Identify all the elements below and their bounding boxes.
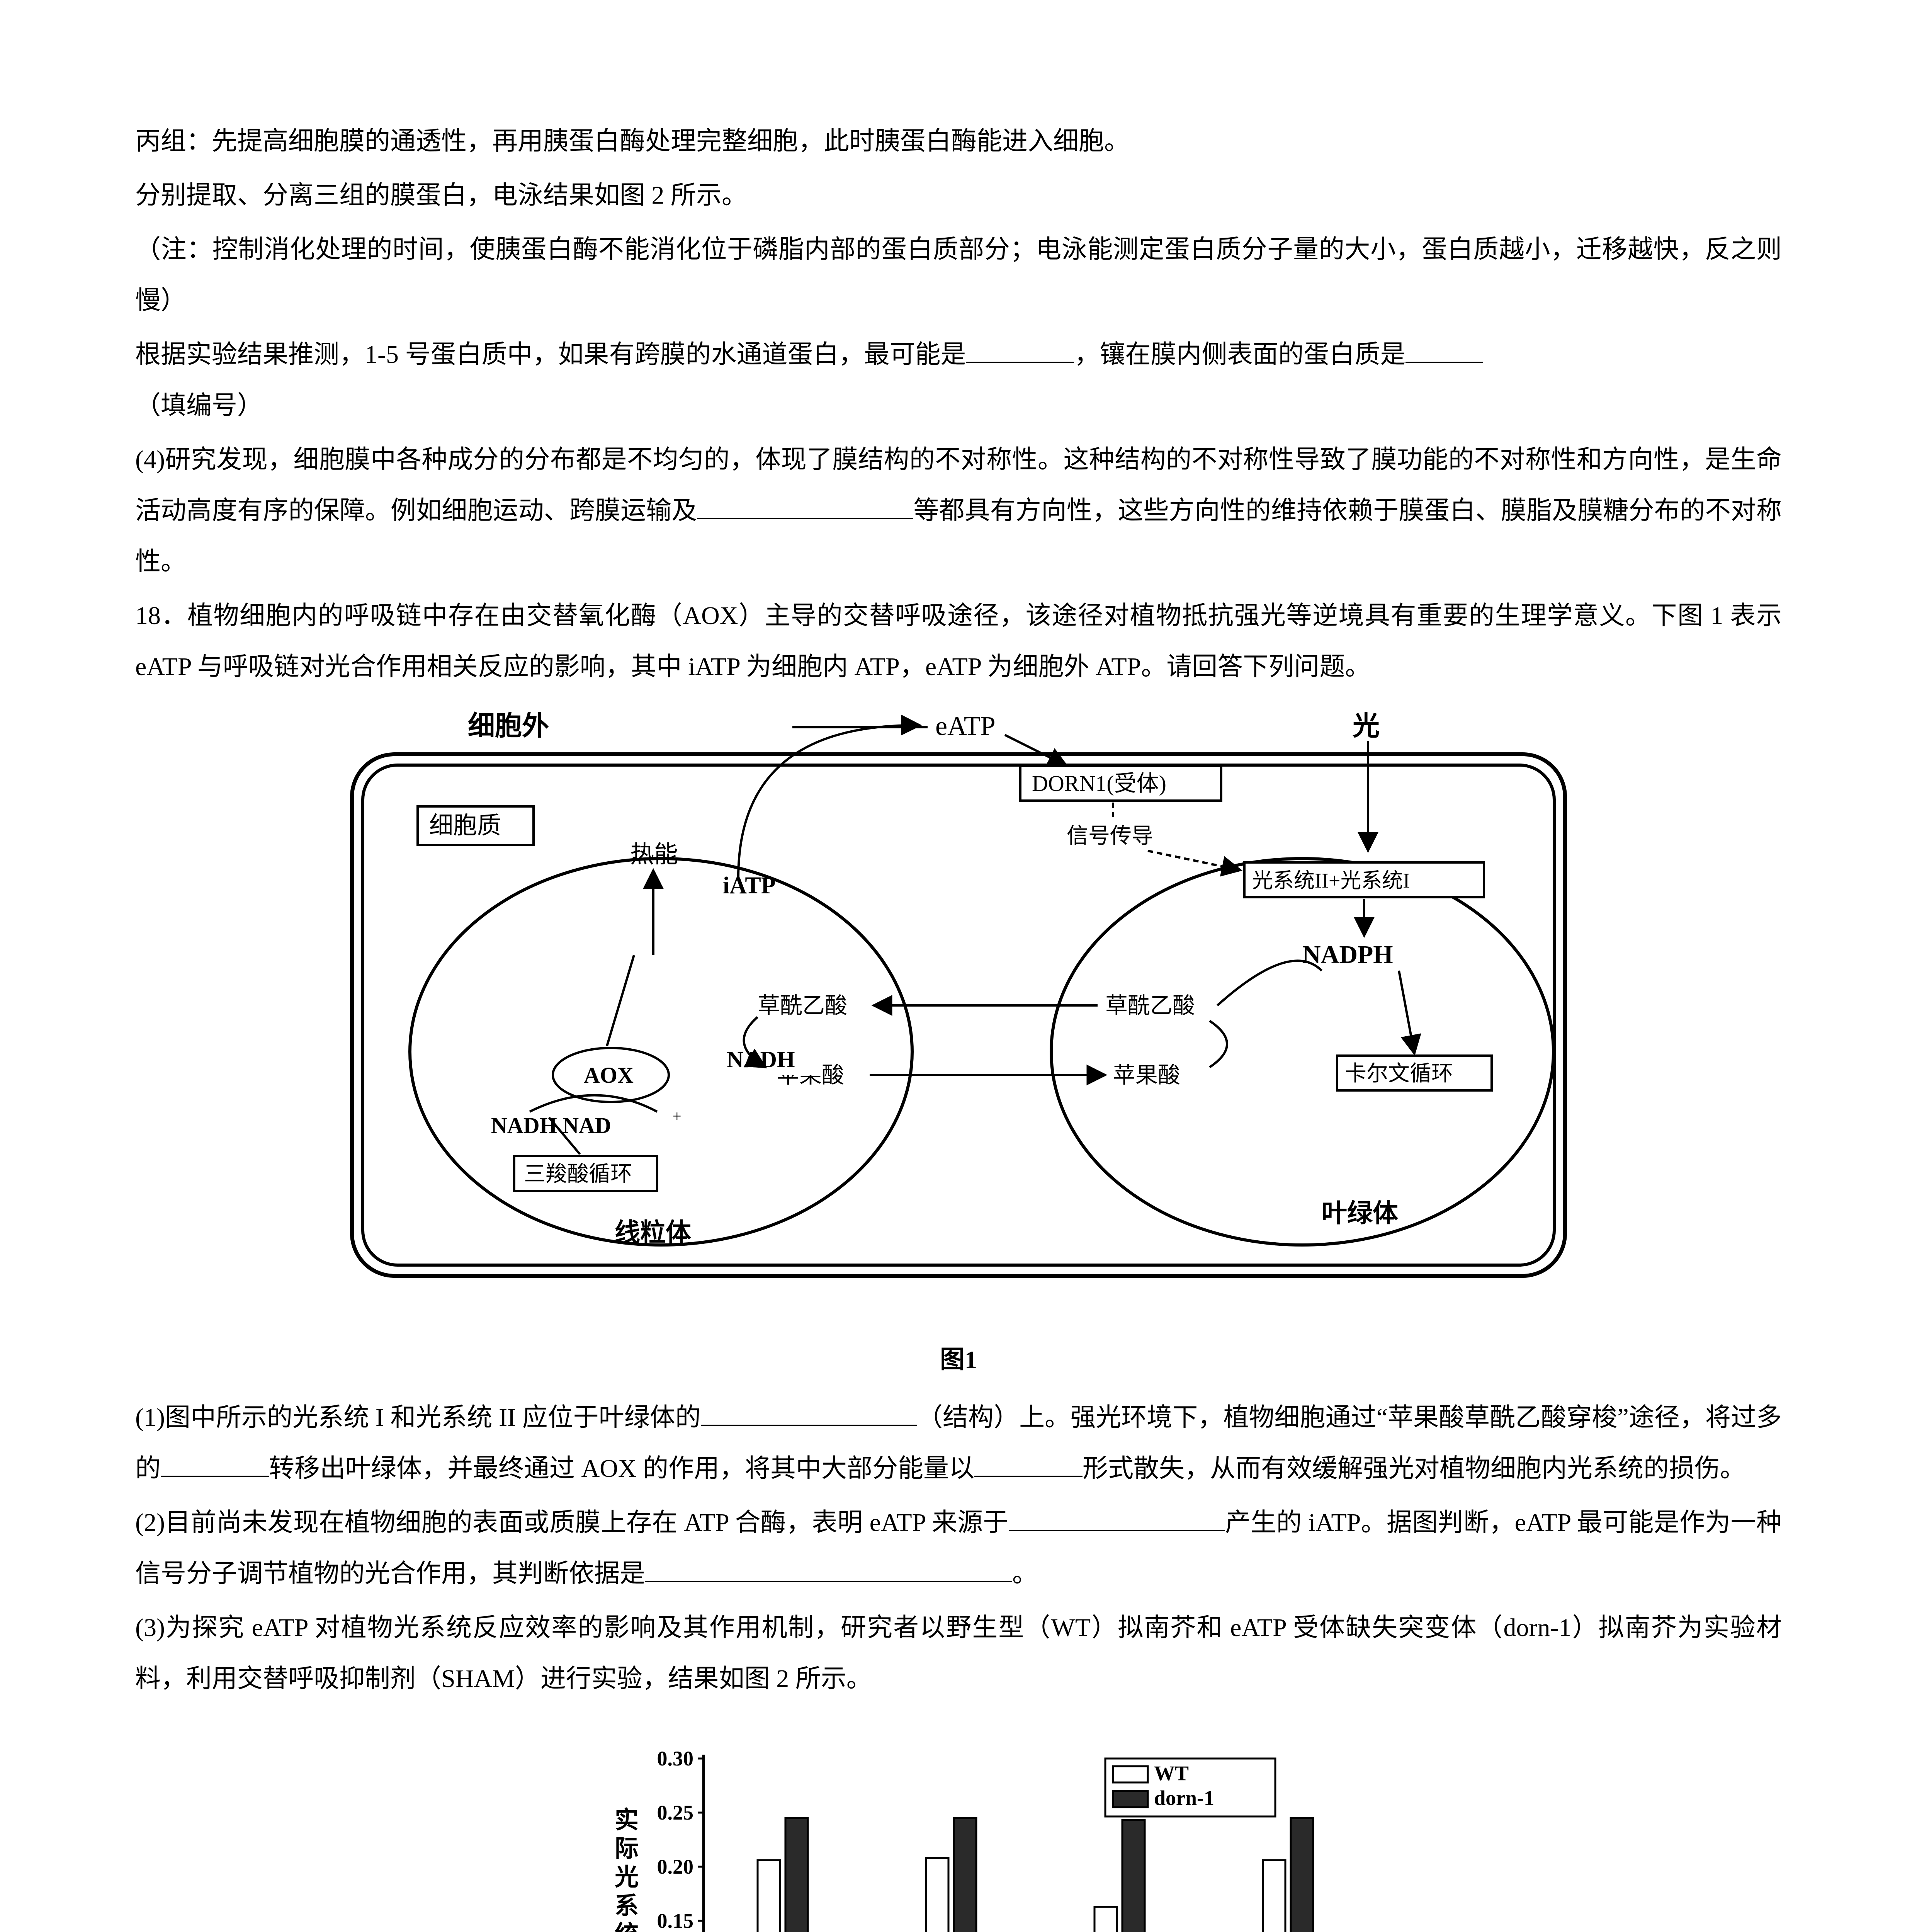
text-fragment: 形式散失，从而有效缓解强光对植物细胞内光系统的损伤。 <box>1083 1454 1745 1483</box>
text-fragment: 。 <box>1012 1560 1038 1588</box>
svg-text:0.25: 0.25 <box>657 1801 694 1824</box>
bar <box>785 1818 808 1932</box>
curve-chloro <box>1210 1021 1227 1067</box>
mitochondrion <box>410 859 912 1245</box>
label-calvin: 卡尔文循环 <box>1345 1062 1453 1086</box>
svg-text:dorn-1: dorn-1 <box>1154 1786 1214 1810</box>
paragraph-infer: 根据实验结果推测，1-5 号蛋白质中，如果有跨膜的水通道蛋白，最可能是 ，镶在膜内… <box>135 329 1782 431</box>
label-eatp: eATP <box>935 711 996 741</box>
label-tca: 三羧酸循环 <box>524 1162 632 1186</box>
svg-text:光: 光 <box>615 1864 639 1891</box>
figure-2-chart: 0.000.050.100.150.200.250.30实际光系统反应效率对照A… <box>591 1724 1326 1932</box>
chloroplast <box>1051 859 1553 1245</box>
label-mito: 线粒体 <box>615 1219 691 1247</box>
svg-text:0.20: 0.20 <box>657 1855 694 1878</box>
bar <box>1094 1907 1117 1932</box>
question-18-2: (2)目前尚未发现在植物细胞的表面或质膜上存在 ATP 合酶，表明 eATP 来… <box>135 1497 1782 1599</box>
blank-eatp-source <box>1009 1503 1225 1531</box>
label-nadh-nad: NADH NAD <box>491 1113 611 1138</box>
label-receptor: DORN1(受体) <box>1032 771 1166 796</box>
svg-text:统: 统 <box>615 1921 639 1932</box>
svg-text:0.30: 0.30 <box>657 1747 694 1770</box>
label-plus: + <box>673 1107 681 1125</box>
blank-transfer <box>161 1449 269 1477</box>
svg-text:际: 际 <box>615 1836 639 1862</box>
label-iatp: iATP <box>723 872 776 899</box>
figure-2-wrap: 0.000.050.100.150.200.250.30实际光系统反应效率对照A… <box>135 1724 1782 1932</box>
label-oaa-left: 草酰乙酸 <box>758 993 847 1018</box>
bar <box>1263 1860 1285 1932</box>
paragraph-q4: (4)研究发现，细胞膜中各种成分的分布都是不均匀的，体现了膜结构的不对称性。这种… <box>135 434 1782 587</box>
paragraph-note: （注：控制消化处理的时间，使胰蛋白酶不能消化位于磷脂内部的蛋白质部分；电泳能测定… <box>135 224 1782 326</box>
bar <box>758 1860 780 1932</box>
bar <box>926 1858 948 1932</box>
arrow-iatp-eatp <box>738 725 920 878</box>
label-aox: AOX <box>584 1063 634 1088</box>
paragraph-extract: 分别提取、分离三组的膜蛋白，电泳结果如图 2 所示。 <box>135 170 1782 221</box>
text-fragment: （填编号） <box>135 391 263 420</box>
label-chloro: 叶绿体 <box>1322 1199 1398 1228</box>
label-photosys: 光系统II+光系统I <box>1252 869 1410 892</box>
text-fragment: ，镶在膜内侧表面的蛋白质是 <box>1074 340 1405 369</box>
text-fragment: (2)目前尚未发现在植物细胞的表面或质膜上存在 ATP 合酶，表明 eATP 来… <box>135 1509 1009 1537</box>
text-fragment: 根据实验结果推测，1-5 号蛋白质中，如果有跨膜的水通道蛋白，最可能是 <box>135 340 966 369</box>
blank-structure <box>701 1398 917 1426</box>
line-aox-heat <box>607 955 634 1046</box>
arrow-eatp-receptor <box>1005 735 1067 766</box>
bar <box>1291 1818 1313 1932</box>
blank-transmembrane <box>966 335 1074 363</box>
svg-text:WT: WT <box>1154 1762 1189 1785</box>
label-heat: 热能 <box>630 842 678 868</box>
label-nadh-center: NADH <box>727 1047 795 1072</box>
svg-text:系: 系 <box>615 1893 639 1919</box>
paragraph-bing: 丙组：先提高细胞膜的通透性，再用胰蛋白酶处理完整细胞，此时胰蛋白酶能进入细胞。 <box>135 116 1782 167</box>
svg-text:实: 实 <box>615 1807 639 1833</box>
text-fragment: 转移出叶绿体，并最终通过 AOX 的作用，将其中大部分能量以 <box>269 1454 974 1483</box>
blank-inner-surface <box>1405 335 1483 363</box>
svg-text:0.15: 0.15 <box>657 1909 694 1932</box>
label-signal: 信号传导 <box>1067 824 1153 848</box>
question-18-stem: 18．植物细胞内的呼吸链中存在由交替氧化酶（AOX）主导的交替呼吸途径，该途径对… <box>135 590 1782 692</box>
label-oaa-right: 草酰乙酸 <box>1105 993 1195 1018</box>
text-fragment: (1)图中所示的光系统 I 和光系统 II 应位于叶绿体的 <box>135 1403 701 1432</box>
figure-1-caption: 图1 <box>135 1335 1782 1384</box>
blank-judgement <box>645 1554 1012 1582</box>
blank-direction-process <box>697 491 913 519</box>
blank-energy-form <box>974 1449 1083 1477</box>
bar <box>954 1818 976 1932</box>
label-cytoplasm: 细胞质 <box>429 813 501 839</box>
arrow-nadph-calvin <box>1399 971 1414 1054</box>
question-18-3: (3)为探究 eATP 对植物光系统反应效率的影响及其作用机制，研究者以野生型（… <box>135 1602 1782 1704</box>
figure-1-diagram: 细胞外 eATP 光 DORN1(受体) 细胞质 信号传导 线粒体 叶绿体 热能 <box>302 708 1615 1311</box>
bar <box>1122 1820 1145 1932</box>
label-malate-right: 苹果酸 <box>1113 1063 1180 1088</box>
question-18-1: (1)图中所示的光系统 I 和光系统 II 应位于叶绿体的（结构）上。强光环境下… <box>135 1392 1782 1494</box>
label-extracellular: 细胞外 <box>468 711 549 741</box>
figure-1-wrap: 细胞外 eATP 光 DORN1(受体) 细胞质 信号传导 线粒体 叶绿体 热能 <box>135 708 1782 1384</box>
label-nadph: NADPH <box>1302 940 1393 969</box>
label-light: 光 <box>1353 711 1380 741</box>
